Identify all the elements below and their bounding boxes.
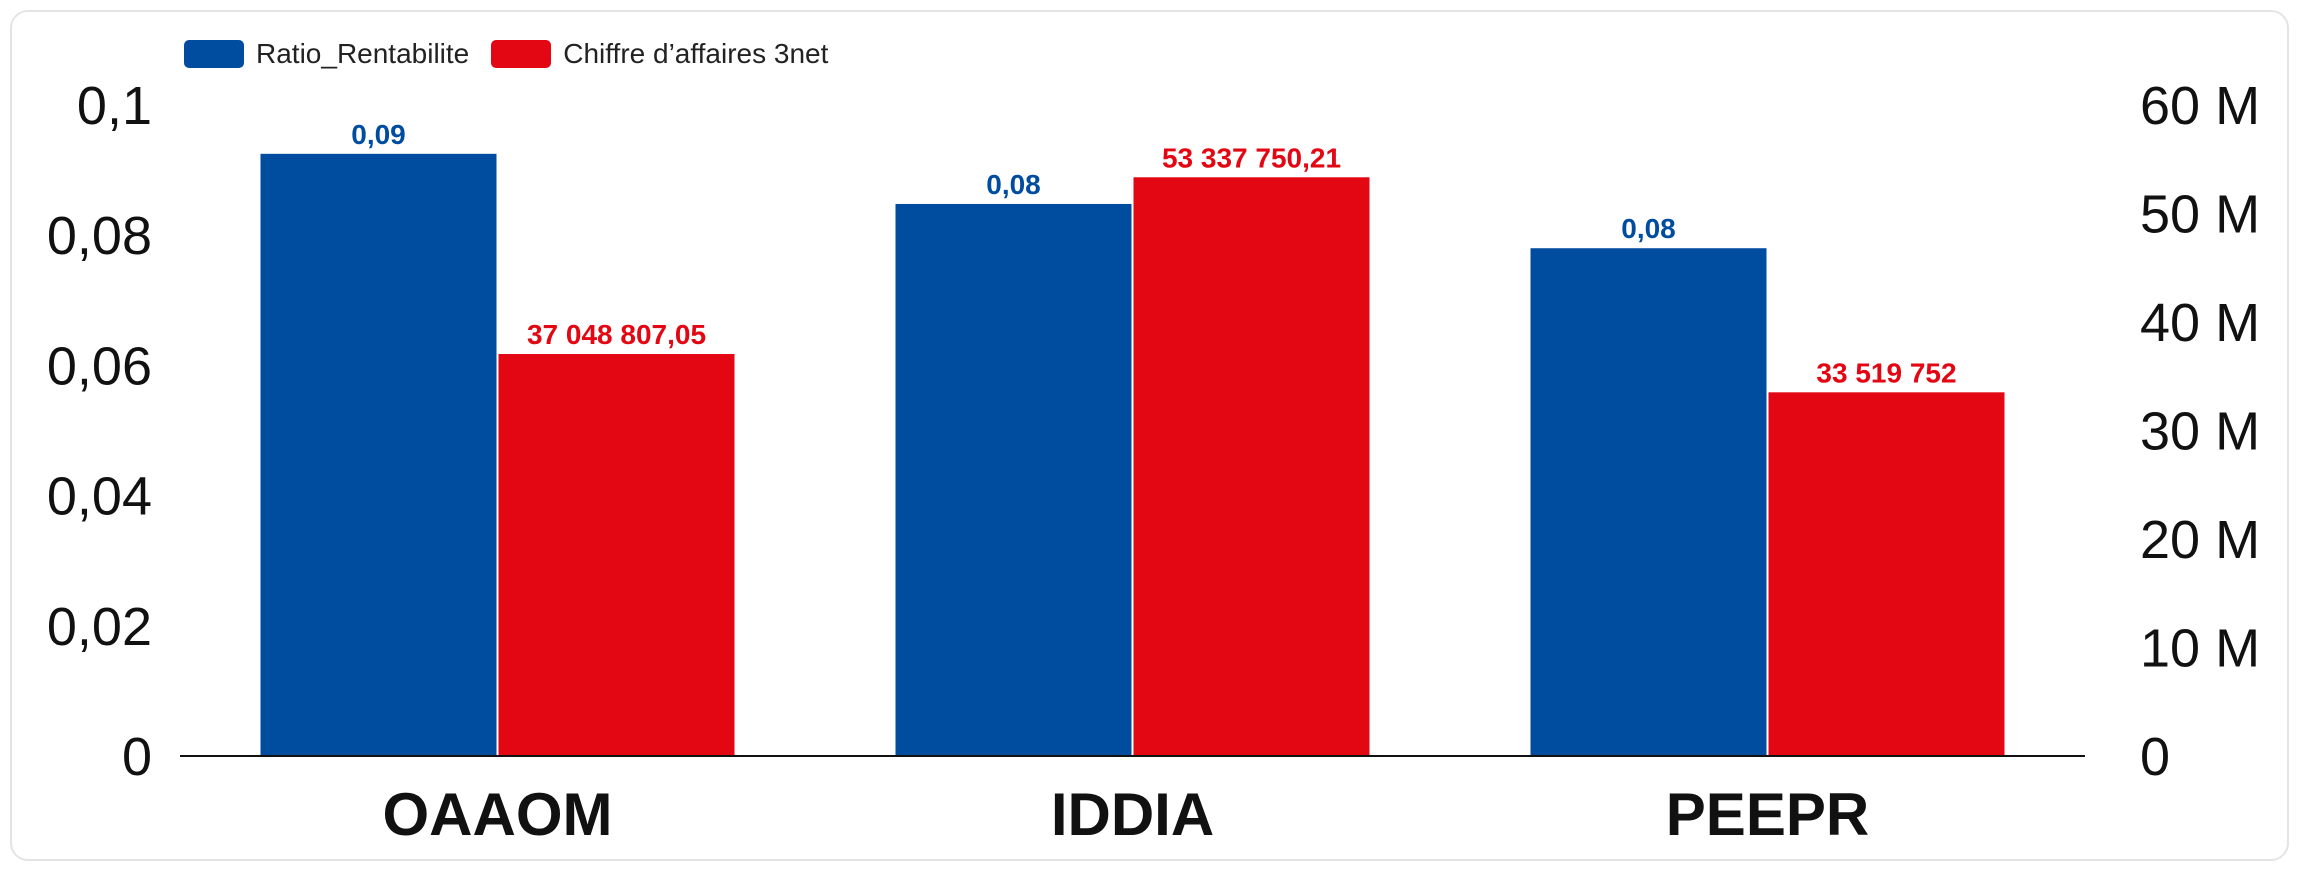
y-left-tick-label: 0,02 xyxy=(47,597,152,657)
bar-ratio[interactable] xyxy=(260,153,497,756)
y-right-tick-label: 50 M xyxy=(2140,185,2260,245)
y-right-tick-label: 60 M xyxy=(2140,76,2260,136)
y-right-tick-label: 0 xyxy=(2140,727,2170,787)
bar-ratio[interactable] xyxy=(1530,248,1767,756)
y-right-tick-label: 20 M xyxy=(2140,510,2260,570)
x-category-label: OAAOM xyxy=(383,781,613,848)
legend-label-chiffre: Chiffre d’affaires 3net xyxy=(563,38,829,69)
data-label-ratio: 0,09 xyxy=(351,119,406,150)
data-label-ratio: 0,08 xyxy=(986,169,1041,200)
bar-chiffre[interactable] xyxy=(1768,392,2005,756)
legend-swatch-chiffre xyxy=(491,40,552,68)
y-left-tick-label: 0,1 xyxy=(77,76,152,136)
y-left-tick-label: 0,04 xyxy=(47,467,152,527)
y-right-tick-label: 30 M xyxy=(2140,402,2260,462)
legend-swatch-ratio xyxy=(184,40,244,68)
data-label-chiffre: 53 337 750,21 xyxy=(1162,142,1341,173)
bar-ratio[interactable] xyxy=(895,203,1132,756)
y-left-tick-label: 0,06 xyxy=(47,336,152,396)
data-label-ratio: 0,08 xyxy=(1621,213,1676,244)
bar-chiffre[interactable] xyxy=(1133,177,1370,757)
legend-item-chiffre[interactable]: Chiffre d’affaires 3net xyxy=(491,38,828,70)
legend: Ratio_Rentabilite Chiffre d’affaires 3ne… xyxy=(184,38,828,70)
bar-chiffre[interactable] xyxy=(498,354,735,756)
data-label-chiffre: 33 519 752 xyxy=(1816,357,1956,388)
y-right-tick-label: 40 M xyxy=(2140,293,2260,353)
y-left-tick-label: 0,08 xyxy=(47,206,152,266)
data-label-chiffre: 37 048 807,05 xyxy=(527,319,706,350)
y-left-tick-label: 0 xyxy=(122,727,152,787)
legend-label-ratio: Ratio_Rentabilite xyxy=(256,38,470,69)
x-category-label: IDDIA xyxy=(1051,781,1214,848)
y-right-tick-label: 10 M xyxy=(2140,619,2260,679)
legend-item-ratio[interactable]: Ratio_Rentabilite xyxy=(184,38,469,70)
x-category-label: PEEPR xyxy=(1666,781,1869,848)
